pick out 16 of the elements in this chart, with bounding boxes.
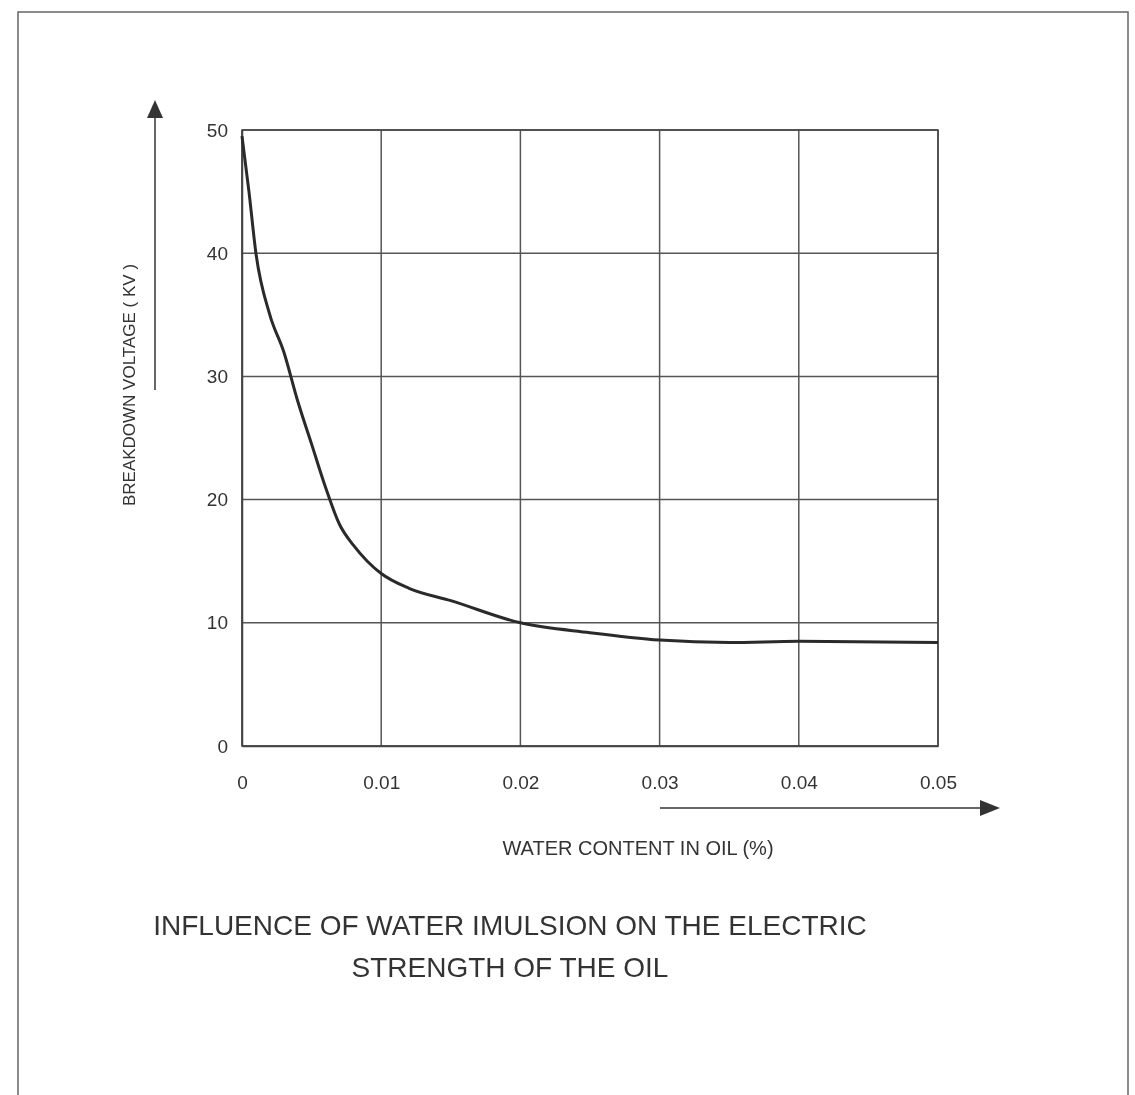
text: INFLUENCE OF WATER IMULSION ON THE ELECTRIC STRENGTH OF THE OIL [152,909,868,985]
x-tick-label: 0.05 [920,772,957,794]
x-tick-label: 0.04 [780,772,819,794]
x-tick-label: 0.02 [502,772,540,794]
x-tick-label: 0.01 [363,772,401,794]
y-tick-label: 50 [206,119,228,141]
x-tick-label: 0.03 [641,772,679,794]
y-tick-label: 40 [206,242,228,264]
y-tick-label: 0 [217,735,228,757]
y-tick-label: 20 [206,489,228,511]
line-series [240,134,940,645]
x-axis-title: WATER CONTENT IN OIL (%) [502,837,774,859]
y-tick-label: 10 [206,612,228,634]
x-tick-label: 0 [237,772,248,794]
y-tick-label: 30 [206,365,228,387]
y-axis-title: BREAKDOWN VOLTAGE ( KV ) [120,263,139,507]
